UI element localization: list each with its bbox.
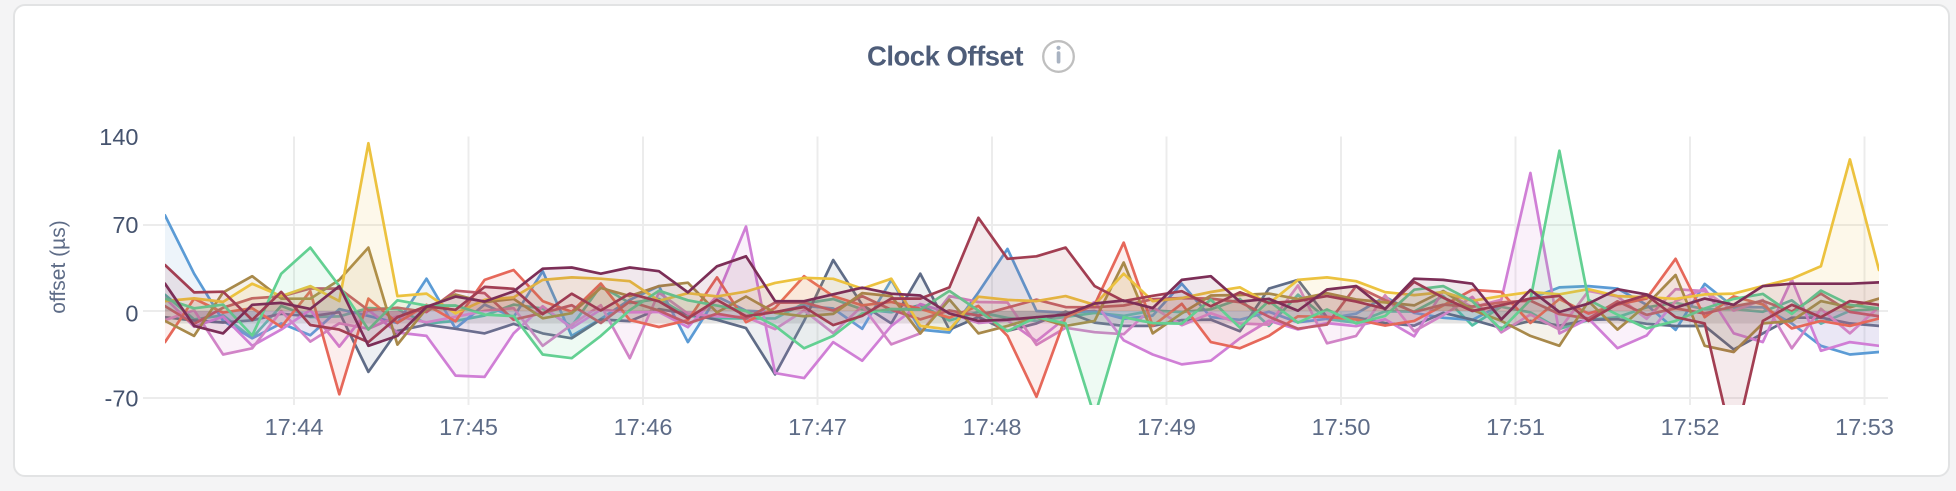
svg-text:70: 70 [112,212,138,238]
svg-text:17:49: 17:49 [1137,414,1196,440]
svg-text:-70: -70 [105,386,139,412]
svg-text:140: 140 [99,124,138,150]
svg-text:17:53: 17:53 [1835,414,1894,440]
svg-text:17:45: 17:45 [439,414,498,440]
svg-text:Clock Offset: Clock Offset [867,41,1023,72]
svg-text:17:48: 17:48 [963,414,1022,440]
svg-text:17:44: 17:44 [265,414,324,440]
svg-text:17:50: 17:50 [1312,414,1371,440]
svg-text:17:46: 17:46 [614,414,673,440]
svg-text:17:52: 17:52 [1661,414,1720,440]
svg-text:offset (µs): offset (µs) [47,220,70,313]
svg-text:17:47: 17:47 [788,414,847,440]
svg-text:0: 0 [125,301,138,327]
svg-text:17:51: 17:51 [1486,414,1545,440]
